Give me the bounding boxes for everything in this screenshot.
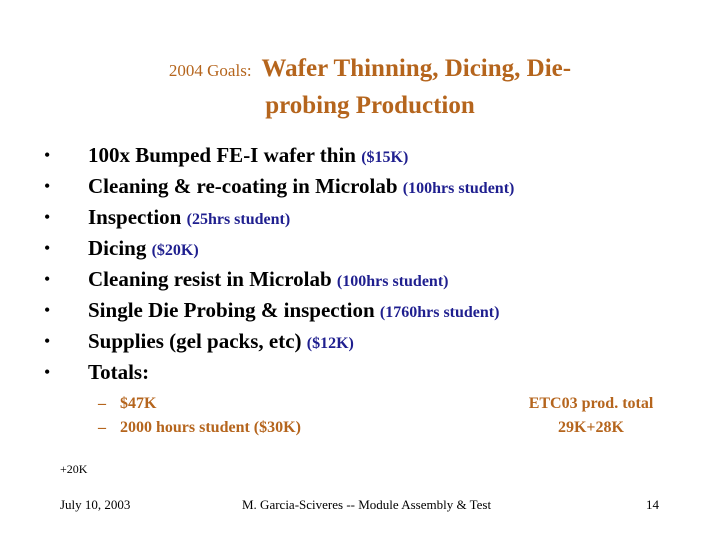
bullet-note: ($20K) [151,242,199,259]
bullet-text: Totals: [88,360,150,384]
bullet-note: (1760hrs student) [379,304,500,321]
totals-item: – $47K [98,392,301,416]
etc03-line-1: ETC03 prod. total [528,395,654,412]
bullet-marker: • [44,362,51,382]
bullet-list: • 100x Bumped FE-I wafer thin ($15K) • Cle… [44,140,514,388]
footer-date: July 10, 2003 [60,497,131,512]
footer-page-number: 14 [646,497,659,512]
bullet-marker: • [44,176,51,196]
slide-title: 2004 Goals: Wafer Thinning, Dicing, Die- … [100,52,640,123]
bullet-note: ($12K) [306,335,354,352]
bullet-marker: • [44,238,51,258]
footer-author: M. Garcia-Sciveres -- Module Assembly & … [242,497,492,512]
bullet-text: Cleaning resist in Microlab [88,267,332,291]
totals-list: – $47K –2000 hours student ($30K) [98,392,301,440]
bullet-marker: • [44,331,51,351]
bullet-marker: • [44,145,51,165]
bullet-text: Inspection [88,205,182,229]
bullet-item: • 100x Bumped FE-I wafer thin ($15K) [44,140,514,171]
etc03-total: ETC03 prod. total 29K+28K [496,392,686,440]
bullet-item: • Single Die Probing & inspection (1760hr… [44,295,514,326]
bullet-text: Single Die Probing & inspection [88,298,375,322]
bullet-note: (25hrs student) [186,211,291,228]
bullet-item: • Dicing ($20K) [44,233,514,264]
title-prefix: 2004 Goals: [168,61,252,80]
bullet-marker: • [44,300,51,320]
bullet-text: Supplies (gel packs, etc) [88,329,302,353]
bullet-item: • Cleaning & re-coating in Microlab (100h… [44,171,514,202]
title-line-1: Wafer Thinning, Dicing, Die- [261,55,572,82]
sub-marker: – [98,395,106,412]
etc03-line-2: 29K+28K [557,419,624,436]
bullet-text: Cleaning & re-coating in Microlab [88,174,398,198]
bullet-note: (100hrs student) [402,180,515,197]
extra-note: +20K [60,462,88,476]
bullet-item: • Totals: [44,357,514,388]
bullet-note: ($15K) [361,149,409,166]
bullet-marker: • [44,207,51,227]
bullet-text: Dicing [88,236,147,260]
totals-item: –2000 hours student ($30K) [98,416,301,440]
bullet-note: (100hrs student) [336,273,449,290]
bullet-item: • Inspection (25hrs student) [44,202,514,233]
totals-text: 2000 hours student ($30K) [120,419,301,436]
title-line-2: probing Production [265,92,475,119]
bullet-text: 100x Bumped FE-I wafer thin [88,143,356,167]
totals-text: $47K [120,395,157,412]
bullet-marker: • [44,269,51,289]
bullet-item: • Supplies (gel packs, etc) ($12K) [44,326,514,357]
bullet-item: • Cleaning resist in Microlab (100hrs stu… [44,264,514,295]
sub-marker: – [98,419,106,436]
